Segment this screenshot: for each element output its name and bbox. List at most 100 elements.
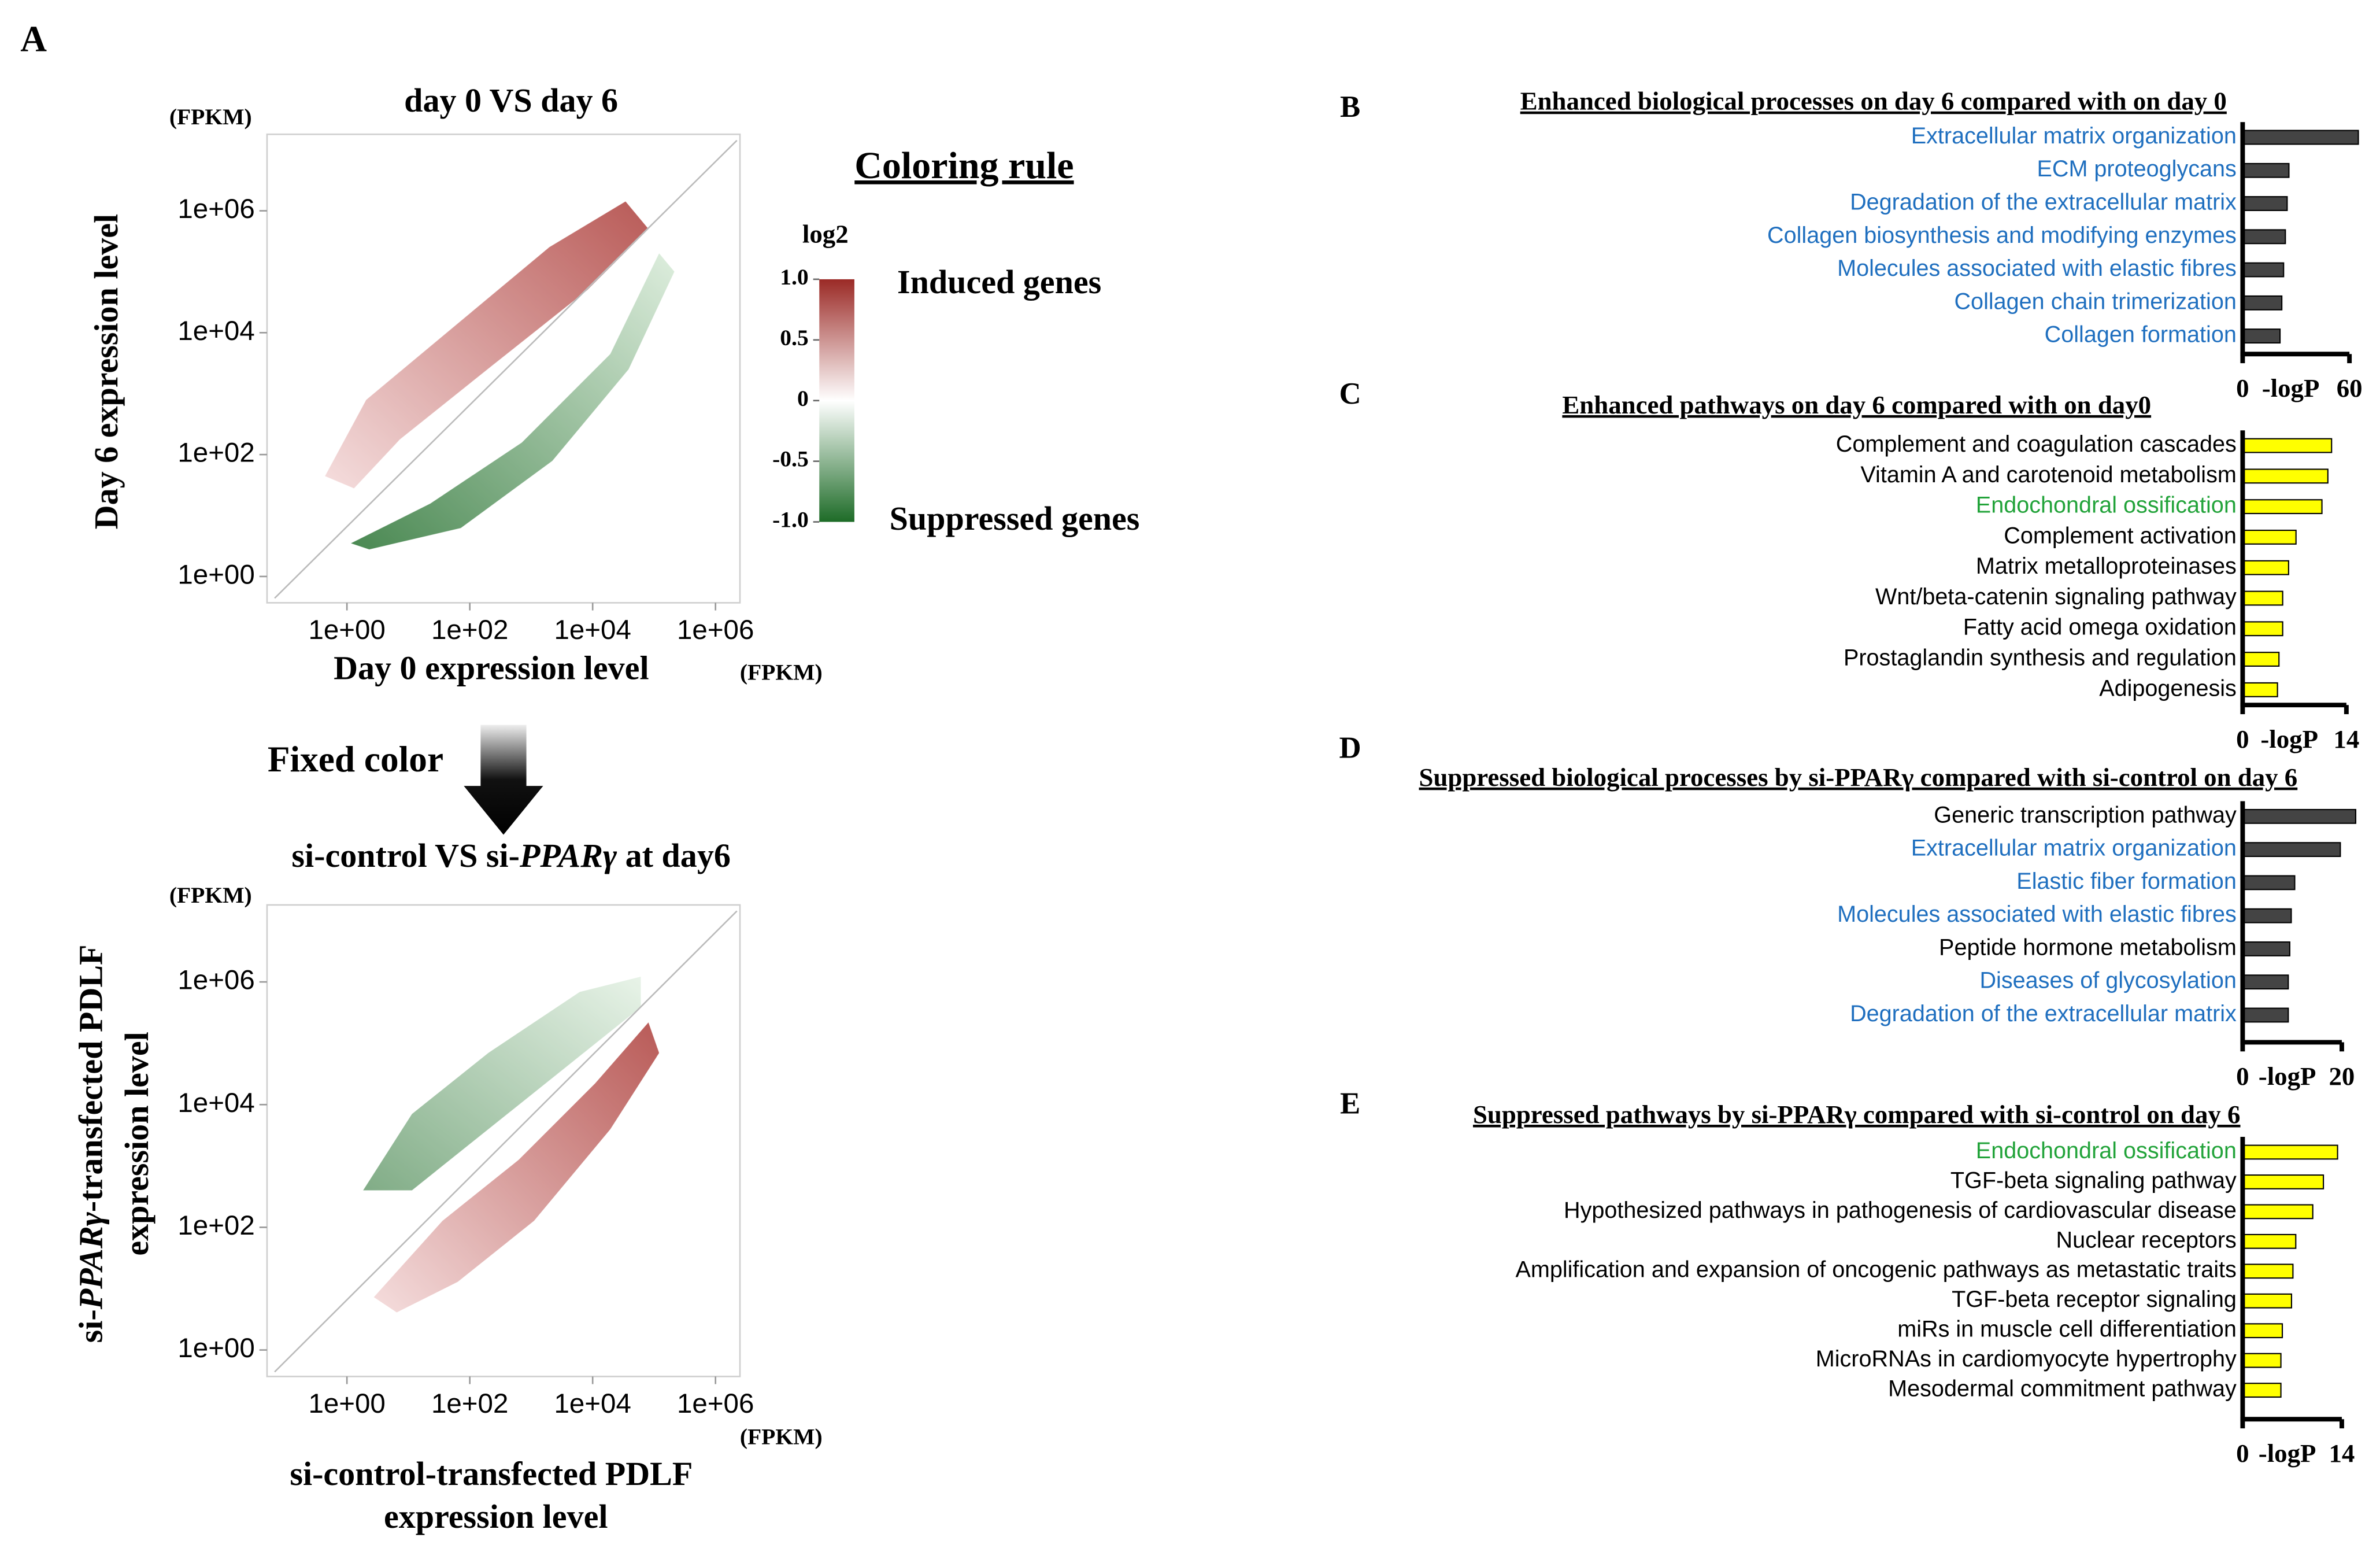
bar-label: TGF-beta receptor signaling [1952,1287,2237,1312]
bar-label: TGF-beta signaling pathway [1950,1168,2237,1193]
bar [2242,1174,2325,1189]
bar [2242,652,2280,667]
x-tick-label: 14 [2333,725,2359,753]
bar-label: miRs in muscle cell differentiation [1897,1317,2237,1342]
colorbar-tick-label: 1.0 [780,264,808,290]
x-axis-label: -logP [2259,1062,2316,1091]
bar [2242,682,2278,697]
x-tick-label: 1e+00 [308,1388,385,1419]
bar [2242,1323,2283,1339]
bar-label: Molecules associated with elastic fibres [1837,902,2237,927]
bar-label: Complement and coagulation cascades [1836,431,2237,457]
bar [2242,162,2290,178]
y-axis-label-part: si- [72,1309,110,1343]
bar-label: Matrix metalloproteinases [1976,553,2237,579]
bar [2242,1007,2289,1023]
colorbar-tick-label: 0 [797,386,809,411]
bar-label: Complement activation [2004,523,2237,548]
arrow [464,725,543,835]
bar [2242,328,2281,344]
bar [2242,875,2296,891]
x-tick-label: 0 [2236,725,2249,753]
x-tick-label: 1e+06 [677,1388,754,1419]
y-tick-label: 1e+02 [177,438,254,468]
bar [2242,1293,2293,1309]
bar-label: Wnt/beta-catenin signaling pathway [1875,584,2237,609]
bar-label: Endochondral ossification [1976,493,2237,518]
y-tick-label: 1e+06 [177,965,254,996]
bar [2242,1233,2297,1249]
bar-label: Endochondral ossification [1976,1138,2237,1163]
x-tick-label: 60 [2337,374,2363,402]
colorbar-tick-label: -0.5 [772,446,809,472]
y-tick-label: 1e+06 [177,194,254,224]
bar [2242,908,2292,923]
bar [2242,621,2283,637]
x-tick-label: 0 [2236,1062,2249,1091]
bar-label: Collagen biosynthesis and modifying enzy… [1767,223,2237,248]
bar [2242,941,2290,956]
bar [2242,529,2297,545]
panel-label: B [1340,90,1360,124]
chart-title: Suppressed pathways by si-PPARγ compared… [1473,1100,2240,1129]
legend-label: Induced genes [897,263,1101,301]
bar-label: Amplification and expansion of oncogenic… [1515,1257,2236,1283]
x-tick-label: 0 [2236,374,2249,402]
chart-title: Suppressed biological processes by si-PP… [1419,763,2298,792]
y-tick-label: 1e+02 [177,1210,254,1241]
x-tick-label: 14 [2329,1439,2355,1468]
unit-label: (FPKM) [169,882,252,908]
bar-label: Hypothesized pathways in pathogenesis of… [1564,1198,2237,1223]
x-tick-label: 1e+06 [677,615,754,645]
bar [2242,560,2289,575]
bar-label: Adipogenesis [2099,675,2237,701]
bar-label: Prostaglandin synthesis and regulation [1844,645,2237,671]
x-tick-label: 20 [2329,1062,2355,1091]
bar-label: MicroRNAs in cardiomyocyte hypertrophy [1816,1346,2237,1372]
bar [2242,468,2329,484]
x-axis-label: -logP [2259,1439,2316,1468]
bar-label: Extracellular matrix organization [1911,123,2237,149]
panel-label: A [20,19,47,59]
bar-label: Vitamin A and carotenoid metabolism [1860,462,2236,487]
colorbar-title: log2 [802,219,849,248]
bar [2242,499,2323,515]
x-tick-label: 0 [2236,1439,2249,1468]
bar [2242,438,2333,453]
panel-label: C [1339,377,1361,411]
panel-label: D [1339,731,1361,764]
bar-label: Generic transcription pathway [1934,802,2237,827]
diagonal [274,910,738,1373]
y-tick-label: 1e+00 [177,1333,254,1364]
bar [2242,842,2341,858]
chart-title: si-control VS si-PPARγ at day6 [291,837,730,874]
bar-label: Mesodermal commitment pathway [1888,1376,2237,1402]
unit-label: (FPKM) [169,104,252,130]
bar [2242,229,2286,245]
bar [2242,974,2289,990]
bar [2242,1353,2282,1368]
chart-title: day 0 VS day 6 [404,82,618,119]
y-tick-label: 1e+04 [177,316,254,346]
chart-title: Enhanced biological processes on day 6 c… [1520,87,2227,116]
scatter-cloud [325,201,675,1313]
bar-label: Elastic fiber formation [2016,869,2237,894]
annotation: Fixed color [268,739,443,779]
bar-label: Degradation of the extracellular matrix [1850,1001,2237,1026]
unit-label: (FPKM) [740,660,823,685]
y-axis-label-part: PPARγ [72,1211,110,1310]
chart-title-part: si-control VS si- [291,837,520,874]
colorbar-tick-label: -1.0 [772,507,809,533]
bar [2242,808,2357,824]
x-tick-label: 1e+02 [431,1388,508,1419]
unit-label: (FPKM) [740,1424,823,1450]
bar [2242,1144,2338,1160]
y-axis-label: Day 6 expression level [87,214,125,530]
legend-heading: Coloring rule [854,145,1074,187]
diagonal [274,139,738,599]
bar [2242,1383,2282,1398]
chart-title-part: PPARγ [519,837,617,874]
legend-label: Suppressed genes [890,500,1140,537]
x-axis-label: -logP [2262,374,2320,402]
